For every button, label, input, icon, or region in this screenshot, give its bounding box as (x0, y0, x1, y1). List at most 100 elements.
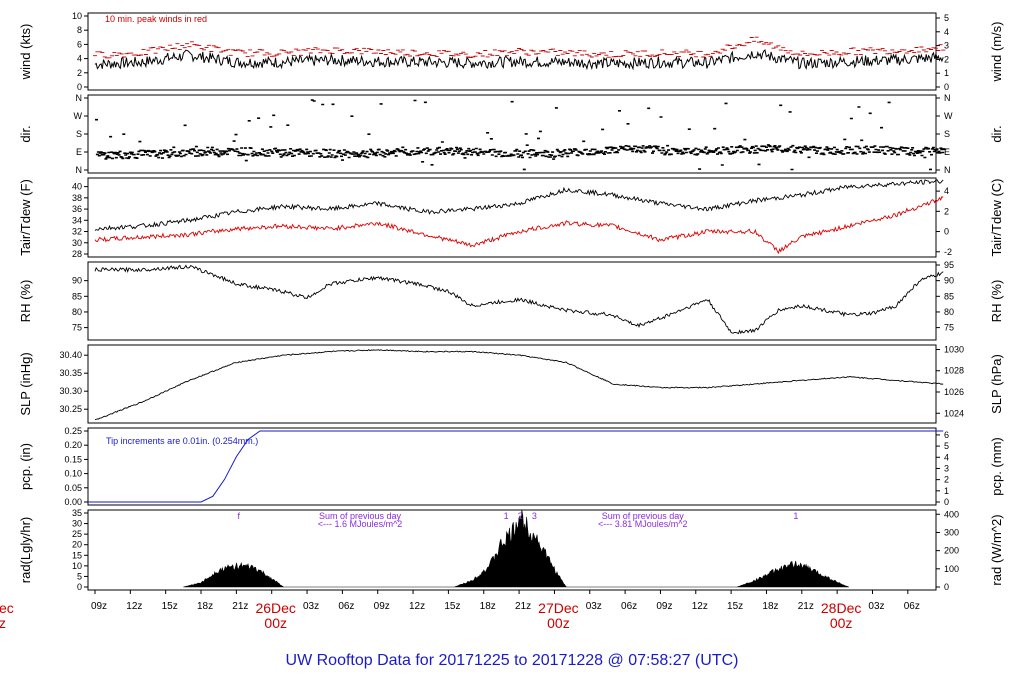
ytick-right-label: 5 (944, 13, 949, 23)
ytick-right-label: 95 (944, 260, 954, 270)
panel-frame (87, 177, 937, 258)
ytick-right-label: 2 (944, 475, 949, 485)
ytick-left-label: 6 (77, 39, 82, 49)
day-label-time: 00z (264, 615, 287, 631)
day-label-date: 27Dec (538, 600, 578, 616)
panel-frame (87, 12, 937, 91)
ylabel-left: SLP (inHg) (18, 352, 33, 415)
ylabel-right: rad (W/m^2) (989, 514, 1004, 585)
ytick-right-label: 75 (944, 323, 954, 333)
ytick-right-label: W (944, 111, 953, 121)
ytick-right-label: 1024 (944, 408, 964, 418)
ytick-left-label: 0.15 (64, 454, 82, 464)
ylabel-left: dir. (18, 125, 33, 142)
xtick-label: 15z (727, 601, 743, 612)
ytick-right-label: 80 (944, 307, 954, 317)
ytick-right-label: 6 (944, 430, 949, 440)
day-label-cut-date: ec (0, 600, 14, 616)
ytick-left-label: 5 (77, 571, 82, 581)
ytick-left-label: 40 (72, 182, 82, 192)
day-label-time: 00z (830, 615, 853, 631)
day-label-date: 26Dec (255, 600, 295, 616)
ytick-left-label: W (74, 111, 83, 121)
ytick-left-label: E (76, 147, 82, 157)
ytick-left-label: 32 (72, 227, 82, 237)
panel-wind: wind (kts) wind (m/s) 0 2 4 6 8 10 0 1 2 3 4 5 10 min.… (18, 11, 1004, 92)
ytick-left-label: 0 (77, 82, 82, 92)
ylabel-left: RH (%) (18, 280, 33, 323)
rad-annotation: Sum of previous day (319, 511, 402, 521)
xtick-label: 12z (126, 601, 142, 612)
ytick-right-label: 3 (944, 463, 949, 473)
ylabel-right: Tair/Tdew (C) (989, 178, 1004, 256)
day-label-cut-time: z (0, 615, 6, 631)
ytick-right-label: S (944, 129, 950, 139)
ytick-left-label: 0.00 (64, 497, 82, 507)
pcp-annotation: Tip increments are 0.01in. (0.254mm.) (106, 436, 258, 446)
ytick-right-label: 4 (944, 186, 949, 196)
ytick-left-label: 30.40 (59, 350, 82, 360)
ylabel-left: pcp. (in) (18, 443, 33, 490)
panel-slp: SLP (inHg) SLP (hPa) 30.25 30.30 30.35 30.40 1… (18, 344, 1004, 424)
ytick-left-label: 25 (72, 529, 82, 539)
series-line (94, 49, 944, 71)
ytick-right-label: 1028 (944, 366, 964, 376)
ytick-left-label: 4 (77, 54, 82, 64)
ytick-left-label: 0.20 (64, 440, 82, 450)
ytick-left-label: 30 (72, 238, 82, 248)
ylabel-left: wind (kts) (18, 24, 33, 81)
ytick-left-label: 75 (72, 323, 82, 333)
ylabel-right: SLP (hPa) (989, 354, 1004, 414)
xtick-label: 09z (374, 601, 390, 612)
ytick-right-label: E (944, 147, 950, 157)
panel-frame (87, 344, 937, 424)
ytick-left-label: 35 (72, 508, 82, 518)
panel-tair_tdew: Tair/Tdew (F) Tair/Tdew (C)28303234363840… (18, 177, 1004, 259)
day-label-time: 00z (547, 615, 570, 631)
ytick-right-label: 85 (944, 291, 954, 301)
ytick-left-label: 8 (77, 25, 82, 35)
panel-frame (87, 94, 937, 174)
ytick-right-label: 4 (944, 27, 949, 37)
xtick-label: 21z (232, 601, 248, 612)
ytick-right-label: 4 (944, 452, 949, 462)
ytick-right-label: 1026 (944, 387, 964, 397)
ylabel-right: RH (%) (989, 280, 1004, 323)
series-line (94, 349, 944, 420)
xtick-label: 18z (197, 601, 213, 612)
ytick-right-label: 1 (944, 486, 949, 496)
xtick-label: 06z (338, 601, 354, 612)
ytick-right-label: N (944, 165, 951, 175)
ytick-left-label: 30.30 (59, 386, 82, 396)
panel-pcp: pcp. (in) pcp. (mm) 0.00 0.05 0.10 0.15 0.20 0.… (18, 426, 1004, 507)
ytick-left-label: 30.35 (59, 368, 82, 378)
rad-annotation: 3 (532, 511, 537, 521)
ytick-right-label: 1 (944, 68, 949, 78)
rad-annotation: <--- 3.81 MJoules/m^2 (598, 519, 688, 529)
x-axis: 09z 12z 15z 18z 21z 03z 06z 09z 12z 15z 18z 21z 03z 0… (0, 590, 920, 631)
ylabel-left: rad(Lgly/hr) (18, 517, 33, 583)
ytick-left-label: 0 (77, 582, 82, 592)
rad-annotation: 1 (793, 511, 798, 521)
ytick-left-label: 80 (72, 307, 82, 317)
ytick-left-label: 20 (72, 540, 82, 550)
ytick-left-label: 30.25 (59, 404, 82, 414)
series-line (94, 179, 944, 231)
ytick-left-label: 10 (72, 561, 82, 571)
ytick-right-label: 200 (944, 546, 959, 556)
xtick-label: 21z (798, 601, 814, 612)
ytick-left-label: 28 (72, 249, 82, 259)
ytick-right-label: 2 (944, 206, 949, 216)
ytick-left-label: 2 (77, 68, 82, 78)
ytick-right-label: 3 (944, 41, 949, 51)
ytick-right-label: 90 (944, 276, 954, 286)
rad-annotation: f (237, 511, 240, 521)
ytick-left-label: 15 (72, 550, 82, 560)
xtick-label: 06z (621, 601, 637, 612)
rad-annotation: Sum of previous day (602, 511, 685, 521)
direction-points (95, 99, 947, 171)
panel-rad: rad(Lgly/hr) rad (W/m^2)05101520253035010… (18, 508, 1004, 592)
